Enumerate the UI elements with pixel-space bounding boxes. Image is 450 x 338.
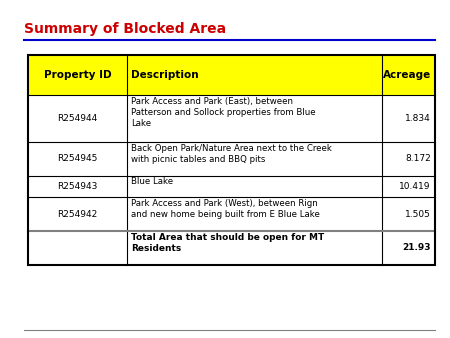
Text: 8.172: 8.172 xyxy=(405,154,431,164)
FancyBboxPatch shape xyxy=(28,55,435,95)
Text: Description: Description xyxy=(131,70,199,80)
FancyBboxPatch shape xyxy=(28,197,435,231)
Text: Property ID: Property ID xyxy=(44,70,111,80)
FancyBboxPatch shape xyxy=(28,95,435,142)
Text: 21.93: 21.93 xyxy=(402,243,431,252)
Text: R254942: R254942 xyxy=(57,210,98,219)
Text: 1.505: 1.505 xyxy=(405,210,431,219)
FancyBboxPatch shape xyxy=(28,176,435,197)
Text: Summary of Blocked Area: Summary of Blocked Area xyxy=(24,22,226,35)
Text: Blue Lake: Blue Lake xyxy=(131,177,173,186)
Text: R254943: R254943 xyxy=(57,182,98,191)
Text: R254945: R254945 xyxy=(57,154,98,164)
FancyBboxPatch shape xyxy=(28,231,435,265)
Text: Park Access and Park (West), between Rign
and new home being built from E Blue L: Park Access and Park (West), between Rig… xyxy=(131,199,320,219)
Text: 1.834: 1.834 xyxy=(405,114,431,123)
FancyBboxPatch shape xyxy=(28,142,435,176)
Text: Total Area that should be open for MT
Residents: Total Area that should be open for MT Re… xyxy=(131,233,324,253)
Text: 10.419: 10.419 xyxy=(399,182,431,191)
Text: R254944: R254944 xyxy=(57,114,98,123)
Text: Back Open Park/Nature Area next to the Creek
with picnic tables and BBQ pits: Back Open Park/Nature Area next to the C… xyxy=(131,144,332,164)
Text: Acreage: Acreage xyxy=(382,70,431,80)
Text: Park Access and Park (East), between
Patterson and Sollock properties from Blue
: Park Access and Park (East), between Pat… xyxy=(131,97,316,128)
